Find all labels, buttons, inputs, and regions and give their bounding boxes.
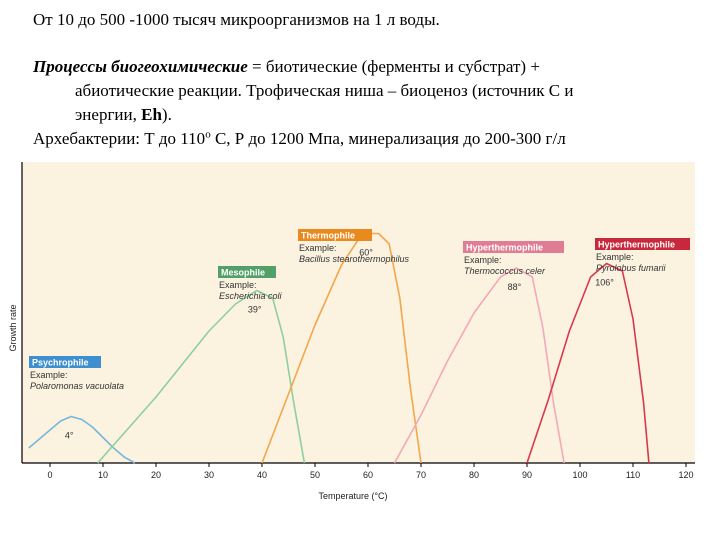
x-tick-label: 80: [469, 470, 479, 480]
organism-name: Hyperthermophile: [466, 243, 543, 253]
x-tick-label: 20: [151, 470, 161, 480]
organism-name-badge: [463, 241, 564, 253]
x-tick-label: 110: [626, 470, 640, 480]
organism-name: Mesophile: [221, 268, 265, 278]
x-tick-label: 100: [572, 470, 587, 480]
x-tick-label: 90: [522, 470, 532, 480]
x-tick-label: 50: [310, 470, 320, 480]
example-organism: Bacillus stearothermophilus: [299, 254, 410, 264]
x-tick-label: 70: [416, 470, 426, 480]
definition-part-3a: энергии,: [75, 105, 142, 124]
archaea-text-a: Архебактерии: Т до 110: [33, 129, 206, 148]
example-label: Example:: [464, 255, 502, 265]
example-organism: Polaromonas vacuolata: [30, 381, 124, 391]
organism-name: Hyperthermophile: [598, 240, 675, 250]
organism-name-badge: [298, 229, 372, 241]
definition-part-3c: ).: [161, 105, 172, 124]
x-tick-label: 120: [678, 470, 693, 480]
paragraph-microorganisms-count: От 10 до 500 -1000 тысяч микроорганизмов…: [33, 10, 440, 30]
term-eh: Eh: [141, 105, 162, 124]
optimum-temp-label: 4°: [65, 431, 74, 441]
x-tick-label: 60: [363, 470, 373, 480]
organism-name: Psychrophile: [32, 358, 89, 368]
optimum-temp-label: 106°: [595, 278, 614, 288]
example-organism: Thermococcus celer: [464, 266, 546, 276]
x-axis-label: Temperature (°C): [318, 491, 387, 501]
growth-curve-5: [526, 262, 650, 464]
paragraph-biogeochemical: Процессы биогеохимические = биотические …: [33, 57, 540, 77]
x-ticks: 0 10 20 30 40 50 60 70 80 90 100 110 120: [47, 463, 694, 480]
example-label: Example:: [219, 280, 257, 290]
example-label: Example:: [30, 370, 68, 380]
archaea-text-b: С, Р до 1200 Мпа, минерализация до 200-3…: [210, 129, 566, 148]
optimum-temp-label: 60°: [359, 248, 373, 258]
x-tick-label: 30: [204, 470, 214, 480]
optimum-temp-label: 39°: [248, 305, 262, 315]
paragraph-biogeochemical-line-3: энергии, Eh).: [75, 105, 172, 125]
growth-curve-4: [393, 267, 565, 464]
growth-curve-1: [28, 415, 136, 464]
paragraph-biogeochemical-line-2: абиотические реакции. Трофическая ниша –…: [75, 81, 574, 101]
plot-background: [22, 162, 695, 463]
term-biogeochemical: Процессы биогеохимические: [33, 57, 248, 76]
growth-curve-2: [97, 289, 306, 464]
example-label: Example:: [596, 252, 634, 262]
definition-part-1: = биотические (ферменты и субстрат) +: [247, 57, 540, 76]
definition-part-2: абиотические реакции. Трофическая ниша –…: [75, 81, 574, 100]
text-line-1: От 10 до 500 -1000 тысяч микроорганизмов…: [33, 10, 440, 29]
example-organism: Pyrolobus fumarii: [596, 263, 667, 273]
degree-mark: о: [205, 128, 211, 141]
organism-name-badge: [218, 266, 276, 278]
x-tick-label: 10: [98, 470, 108, 480]
paragraph-archaebacteria: Архебактерии: Т до 110о С, Р до 1200 Мпа…: [33, 129, 566, 149]
organism-name: Thermophile: [301, 231, 355, 241]
x-tick-label: 0: [47, 470, 52, 480]
organism-name-badge: [595, 238, 690, 250]
growth-rate-chart: Growth rate Temperature (°C) 0 10 20 30 40 50…: [8, 162, 695, 501]
organism-name-badge: [29, 356, 101, 368]
example-organism: Escherichia coli: [219, 291, 283, 301]
x-tick-label: 40: [257, 470, 267, 480]
example-label: Example:: [299, 243, 337, 253]
y-axis-label: Growth rate: [8, 304, 18, 351]
optimum-temp-label: 88°: [508, 282, 522, 292]
